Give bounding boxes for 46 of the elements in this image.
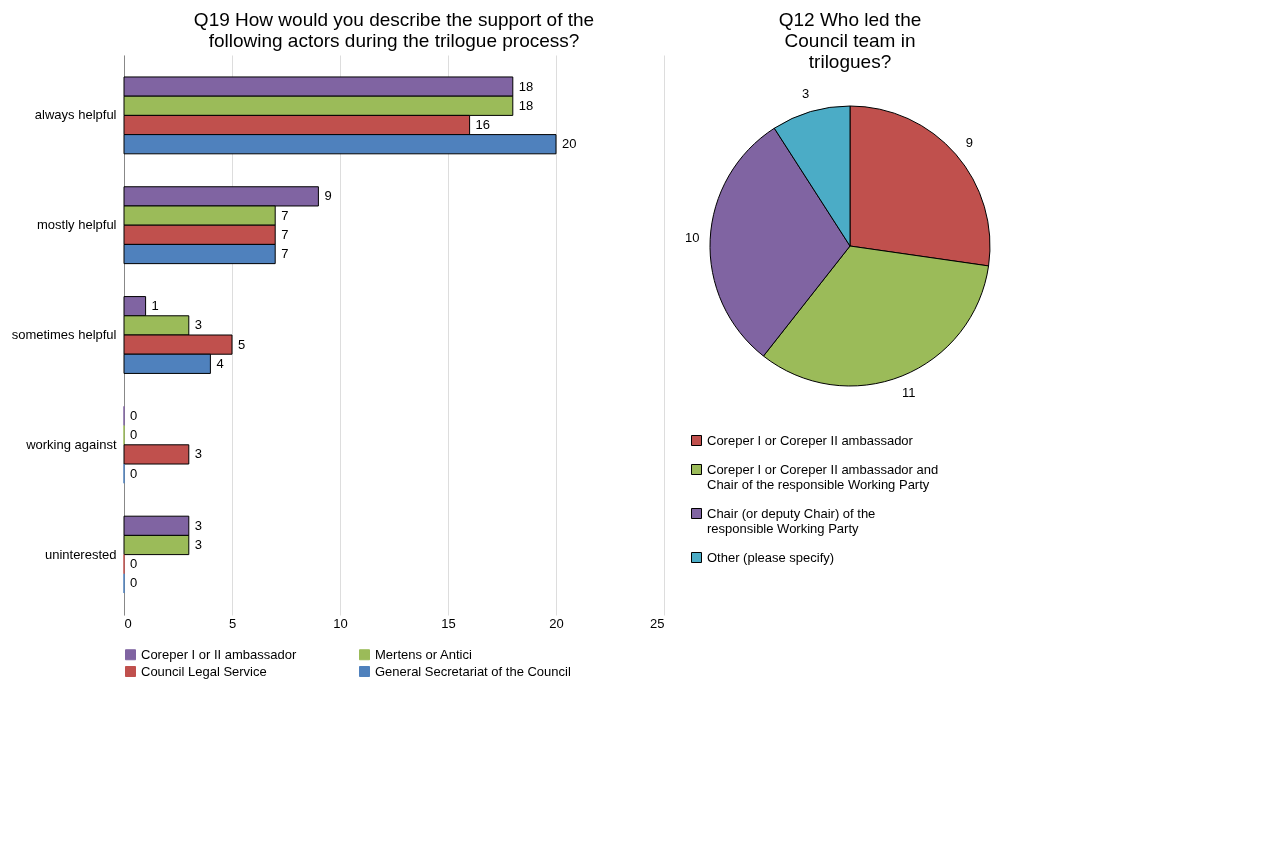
data-label: 3	[801, 86, 810, 102]
data-label: 5	[238, 336, 246, 352]
data-label: 16	[475, 117, 491, 132]
chart-title: Q12 Who led the Council team in trilogues?	[778, 9, 922, 72]
legend-label: Coreper I or Coreper II ambassador and Chair of the responsible Working Party	[707, 461, 939, 492]
data-label: 9	[324, 188, 332, 204]
x-tick-label: 0	[124, 615, 132, 631]
legend-label: Mertens or Antici	[375, 646, 472, 662]
data-label: 18	[518, 97, 534, 113]
y-tick-label: always helpful	[34, 107, 117, 123]
legend-label: Council Legal Service	[141, 663, 267, 679]
legend-label: General Secretariat of the Council	[375, 663, 571, 679]
x-tick-label: 10	[333, 615, 348, 631]
data-label: 10	[684, 230, 700, 246]
x-tick-label: 25	[650, 615, 665, 631]
data-label: 3	[194, 446, 203, 462]
legend-label: Coreper I or II ambassador	[141, 646, 298, 662]
y-tick-label: mostly helpful	[37, 217, 117, 233]
legend-label: Other (please specify)	[707, 549, 835, 565]
data-label: 4	[216, 355, 224, 371]
y-tick-label: working against	[25, 436, 117, 452]
data-label: 18	[518, 78, 534, 94]
x-tick-label: 5	[228, 615, 237, 631]
data-label: 0	[130, 575, 138, 591]
data-label: 7	[281, 207, 289, 223]
data-label: 3	[194, 317, 203, 333]
data-label: 7	[281, 246, 289, 262]
data-label: 0	[130, 556, 138, 572]
data-label: 7	[281, 226, 289, 242]
y-tick-label: sometimes helpful	[11, 327, 117, 342]
x-tick-label: 15	[441, 615, 456, 631]
y-tick-label: uninterested	[44, 546, 117, 562]
data-label: 0	[130, 465, 138, 481]
data-label: 1	[151, 298, 159, 314]
data-label: 9	[965, 134, 974, 150]
x-tick-label: 20	[549, 615, 564, 631]
data-label: 0	[130, 427, 138, 443]
data-label: 11	[901, 384, 916, 400]
legend-label: Coreper I or Coreper II ambassador	[707, 432, 914, 448]
bar	[123, 444, 190, 465]
data-label: 20	[562, 136, 577, 152]
legend-label: Chair (or deputy Chair) of the responsible Working Party	[707, 505, 876, 536]
data-label: 3	[194, 517, 203, 533]
data-label: 3	[194, 537, 203, 552]
data-label: 0	[130, 407, 138, 423]
chart-title: Q19 How would you describe the support of the following actors during the trilogue process?	[193, 9, 595, 51]
